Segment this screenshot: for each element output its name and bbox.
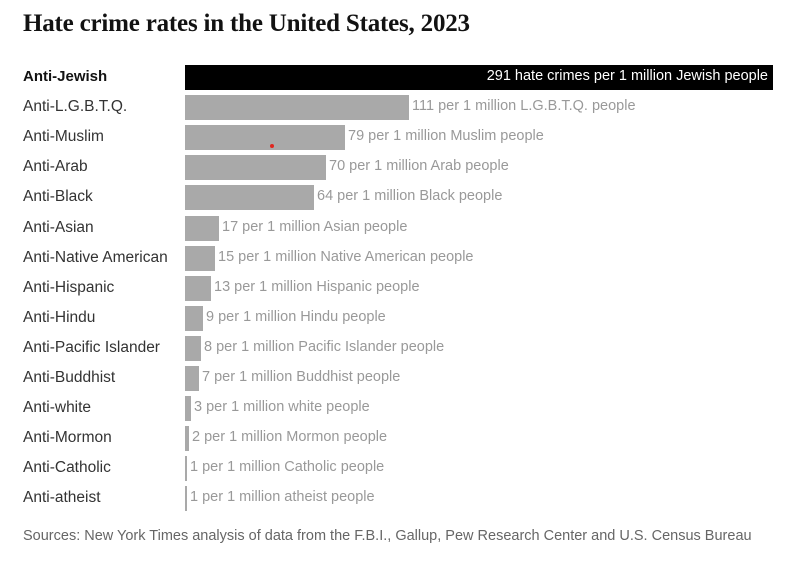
category-label: Anti-Jewish [23,68,108,85]
data-label: 64 per 1 million Black people [317,188,503,205]
data-label: 79 per 1 million Muslim people [348,128,544,145]
data-label: 15 per 1 million Native American people [218,248,474,265]
bar [185,215,219,241]
chart-row: Anti-Hindu 9 per 1 million Hindu people [0,305,806,335]
bar [185,185,314,211]
category-label: Anti-Muslim [23,128,104,146]
data-label: 2 per 1 million Mormon people [192,429,388,446]
category-label: Anti-atheist [23,489,101,507]
chart-row: Anti-Native American 15 per 1 million Nat… [0,245,806,275]
data-label: 291 hate crimes per 1 million Jewish peo… [486,68,768,84]
bar [185,426,189,452]
chart-row: Anti-Pacific Islander 8 per 1 million Pac… [0,335,806,365]
chart-row: Anti-Asian 17 per 1 million Asian people [0,215,806,245]
category-label: Anti-Black [23,188,93,206]
category-label: Anti-Buddhist [23,369,116,386]
data-label: 13 per 1 million Hispanic people [214,278,420,295]
chart-row: Anti-Mormon 2 per 1 million Mormon people [0,425,806,455]
bar [185,486,187,512]
category-label: Anti-Hindu [23,308,96,326]
bar [185,155,326,181]
chart-row: Anti-atheist 1 per 1 million atheist peop… [0,485,806,515]
data-label: 7 per 1 million Buddhist people [202,369,401,385]
bar [185,65,773,90]
bar [185,95,409,121]
source-note: Sources: New York Times analysis of data… [23,528,752,544]
red-dot-marker [270,144,274,148]
chart-row: Anti-Jewish 291 hate crimes per 1 million… [0,64,806,94]
bar [185,456,187,482]
chart-row: Anti-Arab 70 per 1 million Arab people [0,154,806,184]
chart-row: Anti-L.G.B.T.Q. 111 per 1 million L.G.B.T… [0,94,806,124]
data-label: 9 per 1 million Hindu people [206,308,386,325]
bar [185,335,201,361]
chart-row: Anti-Black 64 per 1 million Black people [0,184,806,214]
data-label: 8 per 1 million Pacific Islander people [204,338,445,355]
category-label: Anti-Arab [23,158,88,176]
category-label: Anti-Native American [23,248,168,266]
chart-row: Anti-Hispanic 13 per 1 million Hispanic p… [0,275,806,305]
data-label: 3 per 1 million white people [194,399,370,416]
bar [185,305,203,331]
category-label: Anti-Asian [23,218,94,236]
chart-row: Anti-Catholic 1 per 1 million Catholic pe… [0,455,806,485]
chart-row: Anti-Muslim 79 per 1 million Muslim peopl… [0,124,806,154]
bar [185,275,211,301]
data-label: 17 per 1 million Asian people [222,218,408,235]
chart-row: Anti-white 3 per 1 million white people [0,395,806,425]
category-label: Anti-white [23,399,92,417]
bar [185,245,215,271]
data-label: 1 per 1 million Catholic people [190,459,385,476]
chart-title: Hate crime rates in the United States, 2… [23,10,470,37]
category-label: Anti-Mormon [23,429,112,447]
category-label: Anti-L.G.B.T.Q. [23,98,128,116]
bar [185,125,345,151]
data-label: 70 per 1 million Arab people [329,158,509,175]
data-label: 1 per 1 million atheist people [190,489,375,506]
chart-row: Anti-Buddhist 7 per 1 million Buddhist pe… [0,365,806,395]
category-label: Anti-Catholic [23,459,111,477]
bar [185,396,191,422]
category-label: Anti-Hispanic [23,278,115,296]
category-label: Anti-Pacific Islander [23,338,160,356]
bar [185,366,199,391]
data-label: 111 per 1 million L.G.B.T.Q. people [412,98,636,115]
